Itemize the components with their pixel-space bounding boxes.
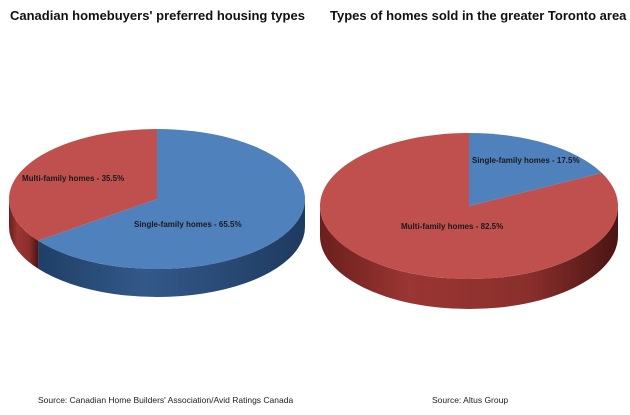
pie-left-side-single-family — [38, 199, 305, 297]
pie-left-slice-multi-family — [9, 129, 157, 241]
chart-title-left: Canadian homebuyers' preferred housing t… — [10, 8, 305, 23]
pie-right: Single-family homes - 17.5% Multi-family… — [319, 133, 618, 309]
pie-right-slice-multi-family — [319, 133, 618, 279]
pie-right-slice-single-family — [469, 133, 602, 206]
pie-left-slice-single-family — [38, 129, 306, 269]
source-right: Source: Altus Group — [432, 395, 509, 405]
pie-left-label-single-family: Single-family homes - 65.5% — [134, 220, 242, 229]
pie-left-label-multi-family: Multi-family homes - 35.5% — [22, 174, 124, 183]
pie-left: Single-family homes - 65.5% Multi-family… — [9, 129, 306, 297]
source-left: Source: Canadian Home Builders' Associat… — [38, 395, 294, 405]
pie-right-label-single-family: Single-family homes - 17.5% — [472, 156, 580, 165]
pie-left-side-multi-family — [9, 199, 39, 269]
pie-right-side-multi-family — [320, 206, 618, 309]
chart-title-right: Types of homes sold in the greater Toron… — [330, 8, 627, 23]
pie-right-label-multi-family: Multi-family homes - 82.5% — [401, 222, 503, 231]
